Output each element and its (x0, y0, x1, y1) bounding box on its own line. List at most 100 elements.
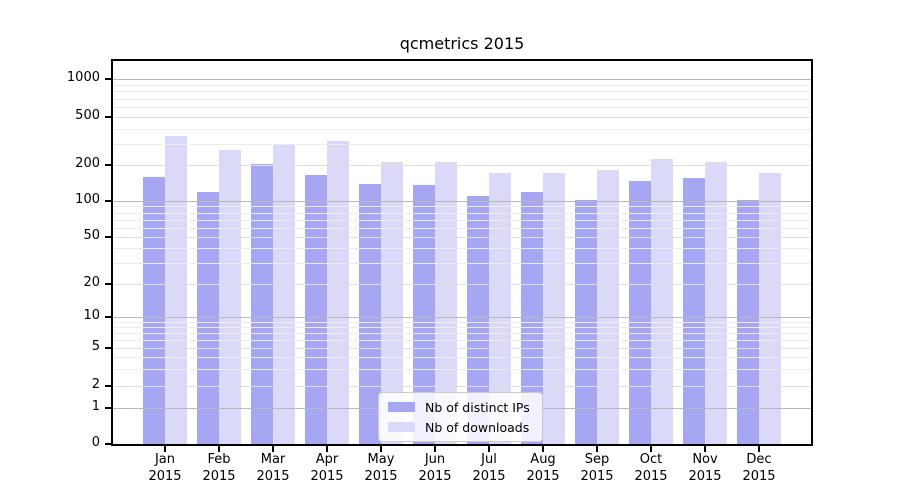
gridline-minor (113, 326, 811, 328)
x-tick-label-year: 2015 (256, 469, 290, 484)
y-tick-label: 0 (91, 435, 100, 450)
gridline-minor (113, 84, 811, 86)
y-tick-label: 100 (75, 192, 100, 207)
x-tick-label-year: 2015 (364, 469, 398, 484)
x-tick-label: Jul 2015 (457, 451, 521, 485)
bar-distinct-ips (683, 177, 705, 444)
x-tick-label-year: 2015 (202, 469, 236, 484)
y-tick-label: 200 (75, 156, 100, 171)
bar-distinct-ips (413, 185, 435, 444)
x-tick-label-month: Jun (424, 452, 446, 467)
gridline-minor (113, 212, 811, 214)
gridline-minor (113, 165, 811, 166)
y-tick-label: 20 (83, 275, 100, 290)
gridline-minor (113, 117, 811, 118)
bar-downloads (273, 143, 295, 444)
y-tick-mark (105, 407, 113, 409)
x-tick-label-month: Jan (154, 452, 176, 467)
gridline-minor (113, 143, 811, 145)
gridline-minor (113, 357, 811, 359)
x-tick-mark (596, 446, 598, 452)
plot-area: Nb of distinct IPs Nb of downloads (113, 61, 811, 444)
gridline-minor (113, 284, 811, 285)
y-tick-label: 5 (91, 339, 100, 354)
x-tick-mark (488, 446, 490, 452)
x-tick-label: Jan 2015 (133, 451, 197, 485)
y-tick-label: 10 (83, 308, 100, 323)
bar-distinct-ips (629, 181, 651, 444)
bar-distinct-ips (305, 174, 327, 444)
bar-downloads (327, 141, 349, 444)
bar-distinct-ips (467, 196, 489, 444)
x-tick-label: Aug 2015 (511, 451, 575, 485)
bar-downloads (165, 135, 187, 444)
bar-downloads (219, 150, 241, 444)
x-tick-label-month: Feb (207, 452, 231, 467)
gridline-minor (113, 248, 811, 250)
bar-distinct-ips (143, 176, 165, 444)
legend: Nb of distinct IPs Nb of downloads (378, 392, 543, 442)
x-tick-mark (704, 446, 706, 452)
bar-downloads (381, 161, 403, 444)
x-tick-label-year: 2015 (418, 469, 452, 484)
gridline-minor (113, 91, 811, 93)
x-tick-mark (164, 446, 166, 452)
y-tick-mark (105, 385, 113, 387)
bar-downloads (705, 161, 727, 444)
legend-label: Nb of downloads (425, 419, 530, 435)
x-tick-label: May 2015 (349, 451, 413, 485)
x-tick-label-year: 2015 (148, 469, 182, 484)
x-tick-label: Oct 2015 (619, 451, 683, 485)
legend-entry: Nb of distinct IPs (388, 399, 530, 415)
gridline-minor (113, 263, 811, 265)
x-tick-label-month: Apr (315, 452, 339, 467)
x-tick-label: Apr 2015 (295, 451, 359, 485)
gridline-minor (113, 107, 811, 108)
y-tick-label: 2 (91, 377, 100, 392)
x-tick-label-month: Nov (692, 452, 718, 467)
x-tick-label-month: May (367, 452, 395, 467)
gridline-minor (113, 332, 811, 334)
x-tick-label-month: Jul (481, 452, 497, 467)
y-tick-mark (105, 116, 113, 118)
y-tick-mark (105, 316, 113, 318)
bar-downloads (759, 173, 781, 444)
legend-label: Nb of distinct IPs (425, 399, 530, 415)
y-tick-mark (105, 347, 113, 349)
x-tick-mark (272, 446, 274, 452)
y-tick-mark (105, 164, 113, 166)
y-tick-mark (105, 443, 113, 445)
x-tick-label-year: 2015 (580, 469, 614, 484)
x-tick-label-year: 2015 (634, 469, 668, 484)
x-tick-mark (218, 446, 220, 452)
y-tick-mark (105, 236, 113, 238)
y-tick-label: 500 (75, 108, 100, 123)
bar-distinct-ips (251, 163, 273, 444)
gridline-minor (113, 227, 811, 229)
gridline-minor (113, 339, 811, 341)
x-tick-mark (434, 446, 436, 452)
x-tick-label-year: 2015 (688, 469, 722, 484)
gridline-minor (113, 369, 811, 371)
gridline-major (113, 201, 811, 202)
legend-entry: Nb of downloads (388, 419, 530, 435)
x-tick-label-month: Mar (260, 452, 286, 467)
x-tick-mark (326, 446, 328, 452)
chart-title: qcmetrics 2015 (399, 34, 525, 53)
legend-swatch-distinct-ips (388, 402, 415, 412)
x-tick-mark (542, 446, 544, 452)
bar-downloads (651, 158, 673, 444)
x-tick-label-year: 2015 (310, 469, 344, 484)
x-tick-label-month: Dec (746, 452, 772, 467)
x-tick-label: Nov 2015 (673, 451, 737, 485)
bar-downloads (597, 170, 619, 444)
x-tick-label: Mar 2015 (241, 451, 305, 485)
x-tick-label: Dec 2015 (727, 451, 791, 485)
y-tick-mark (105, 200, 113, 202)
y-tick-label: 50 (83, 228, 100, 243)
y-tick-label: 1000 (66, 70, 100, 85)
gridline-minor (113, 237, 811, 238)
gridline-minor (113, 386, 811, 387)
x-tick-label-year: 2015 (526, 469, 560, 484)
gridline-minor (113, 98, 811, 100)
